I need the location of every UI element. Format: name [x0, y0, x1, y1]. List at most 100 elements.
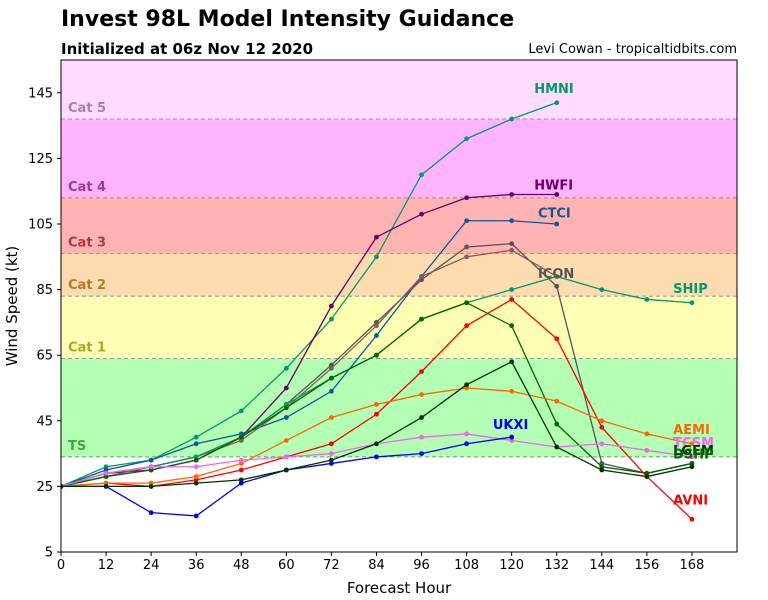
x-tick-label: 108 [454, 558, 479, 573]
series-ctci-point [193, 441, 199, 447]
series-hwfi-point [374, 234, 379, 240]
series-lgem-point [374, 441, 379, 447]
series-icon-point [329, 362, 334, 368]
series-aemi-point [644, 431, 650, 437]
series-unnamed-6-point [148, 467, 154, 473]
x-tick-label: 48 [233, 558, 250, 573]
series-unnamed-6-point [193, 457, 199, 463]
series-aemi-point [599, 418, 605, 424]
y-tick-label: 65 [36, 349, 53, 364]
series-unnamed-6-point [554, 421, 560, 427]
series-hmni-point [374, 254, 379, 260]
y-tick-label: 5 [45, 546, 53, 561]
series-tcsm-point [329, 451, 334, 456]
series-lgem-point [464, 382, 469, 388]
series-ctci-point [374, 333, 379, 338]
chart-title: Invest 98L Model Intensity Guidance [61, 7, 515, 32]
series-unnamed-4-point [509, 247, 515, 253]
series-hwfi-point [419, 211, 424, 217]
series-label-tcsm: TCSM [673, 436, 714, 451]
x-tick-label: 0 [57, 558, 65, 573]
series-label-lgem: LGEM [673, 444, 714, 459]
series-avni-point [193, 477, 199, 483]
series-ctci-point [464, 218, 469, 224]
series-ctci-line [61, 220, 557, 488]
x-tick-label: 96 [413, 558, 430, 573]
series-unnamed-4-point [464, 254, 469, 260]
series-lgem-point [103, 484, 109, 489]
x-tick-label: 120 [499, 558, 524, 573]
chart-credit: Levi Cowan - tropicaltidbits.com [528, 42, 737, 57]
series-ship-point [554, 274, 560, 279]
series-hwfi-point [509, 192, 515, 197]
series-avni-point [329, 441, 334, 447]
series-unnamed-4-point [238, 438, 244, 443]
series-ship-point [283, 402, 289, 407]
series-aemi-point [238, 461, 244, 466]
series-tcsm-point [148, 464, 154, 470]
series-hwfi-point [283, 385, 289, 391]
series-tcsm-point [193, 464, 199, 470]
series-label-hmni: HMNI [534, 82, 574, 97]
series-ukxi-point [464, 441, 469, 447]
series-lgem-point [599, 467, 605, 473]
series-ukxi-point [419, 451, 424, 456]
x-tick-label: 144 [589, 558, 614, 573]
series-unnamed-4-point [419, 274, 424, 279]
series-lgem-point [283, 467, 289, 473]
series-ctci-point [509, 218, 515, 224]
x-tick-label: 72 [323, 558, 340, 573]
series-hmni-point [464, 136, 469, 142]
x-axis-label: Forecast Hour [347, 579, 452, 597]
y-tick-label: 125 [28, 152, 53, 167]
series-aemi-point [103, 480, 109, 486]
series-ship-point [644, 297, 650, 302]
series-tcsm-point [283, 454, 289, 460]
series-avni-point [554, 336, 560, 342]
plot-frame [60, 59, 738, 553]
series-ctci-point [329, 388, 334, 394]
x-tick-label: 36 [188, 558, 205, 573]
series-unnamed-6-point [103, 474, 109, 479]
series-ship-point [193, 454, 199, 460]
series-ukxi-point [374, 454, 379, 460]
series-avni-point [238, 467, 244, 473]
series-tcsm-point [599, 441, 605, 447]
series-avni-point [419, 369, 424, 374]
series-group [61, 100, 695, 522]
series-lgem-point [689, 464, 695, 470]
series-ukxi-point [193, 513, 199, 519]
series-tcsm-point [419, 434, 424, 440]
series-label-ship: SHIP [673, 282, 708, 297]
series-hmni-point [283, 365, 289, 371]
series-ukxi-point [329, 461, 334, 466]
series-ctci-point [148, 457, 154, 463]
series-tcsm-point [464, 431, 469, 437]
series-label-aemi: AEMI [673, 423, 710, 438]
series-hmni-point [103, 464, 109, 470]
band-ts [61, 358, 737, 457]
series-ukxi-point [509, 434, 515, 440]
series-aemi-point [193, 474, 199, 479]
series-avni-point [599, 424, 605, 430]
series-tcsm-point [238, 457, 244, 463]
y-tick-label: 85 [36, 283, 53, 298]
chart-subtitle: Initialized at 06z Nov 12 2020 [61, 40, 314, 58]
series-label-ctci: CTCI [538, 206, 571, 221]
series-avni-point [689, 516, 695, 522]
series-ctci-point [283, 415, 289, 420]
y-tick-label: 145 [28, 86, 53, 101]
series-unnamed-6-point [238, 434, 244, 440]
series-ship-point [509, 287, 515, 292]
band-cat-5 [61, 60, 737, 120]
y-tick-label: 45 [36, 414, 53, 429]
x-tick-label: 156 [634, 558, 659, 573]
y-axis-label: Wind Speed (kt) [3, 246, 21, 367]
series-ctci-point [554, 221, 560, 227]
x-tick-label: 84 [368, 558, 385, 573]
series-lgem-point [238, 477, 244, 483]
series-icon-point [464, 244, 469, 250]
series-aemi-point [689, 441, 695, 447]
series-label-ukxi: UKXI [493, 418, 529, 433]
